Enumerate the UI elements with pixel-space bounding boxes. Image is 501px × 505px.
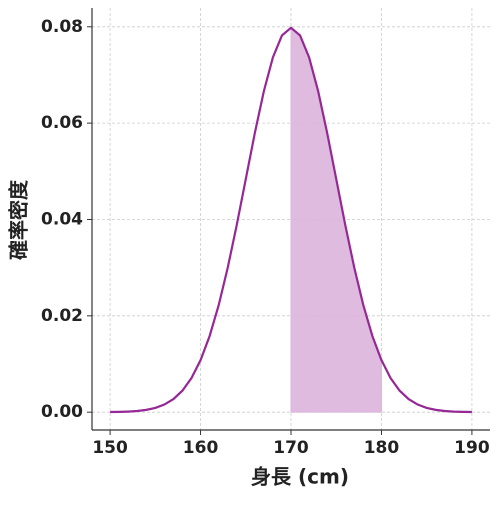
y-axis-label: 確率密度 <box>7 179 31 260</box>
x-tick-label: 150 <box>92 438 128 458</box>
y-tick-label: 0.02 <box>41 306 83 326</box>
y-tick-label: 0.00 <box>41 402 83 422</box>
density-line <box>110 26 472 414</box>
x-tick-label: 160 <box>183 438 219 458</box>
y-tick-label: 0.04 <box>41 209 83 229</box>
y-tick-label: 0.08 <box>41 17 83 37</box>
shaded-area <box>290 26 382 413</box>
x-tick-label: 190 <box>454 438 490 458</box>
y-tick-label: 0.06 <box>41 113 83 133</box>
x-tick-label: 180 <box>364 438 400 458</box>
x-axis-label: 身長 (cm) <box>251 465 349 489</box>
x-tick-label: 170 <box>273 438 309 458</box>
